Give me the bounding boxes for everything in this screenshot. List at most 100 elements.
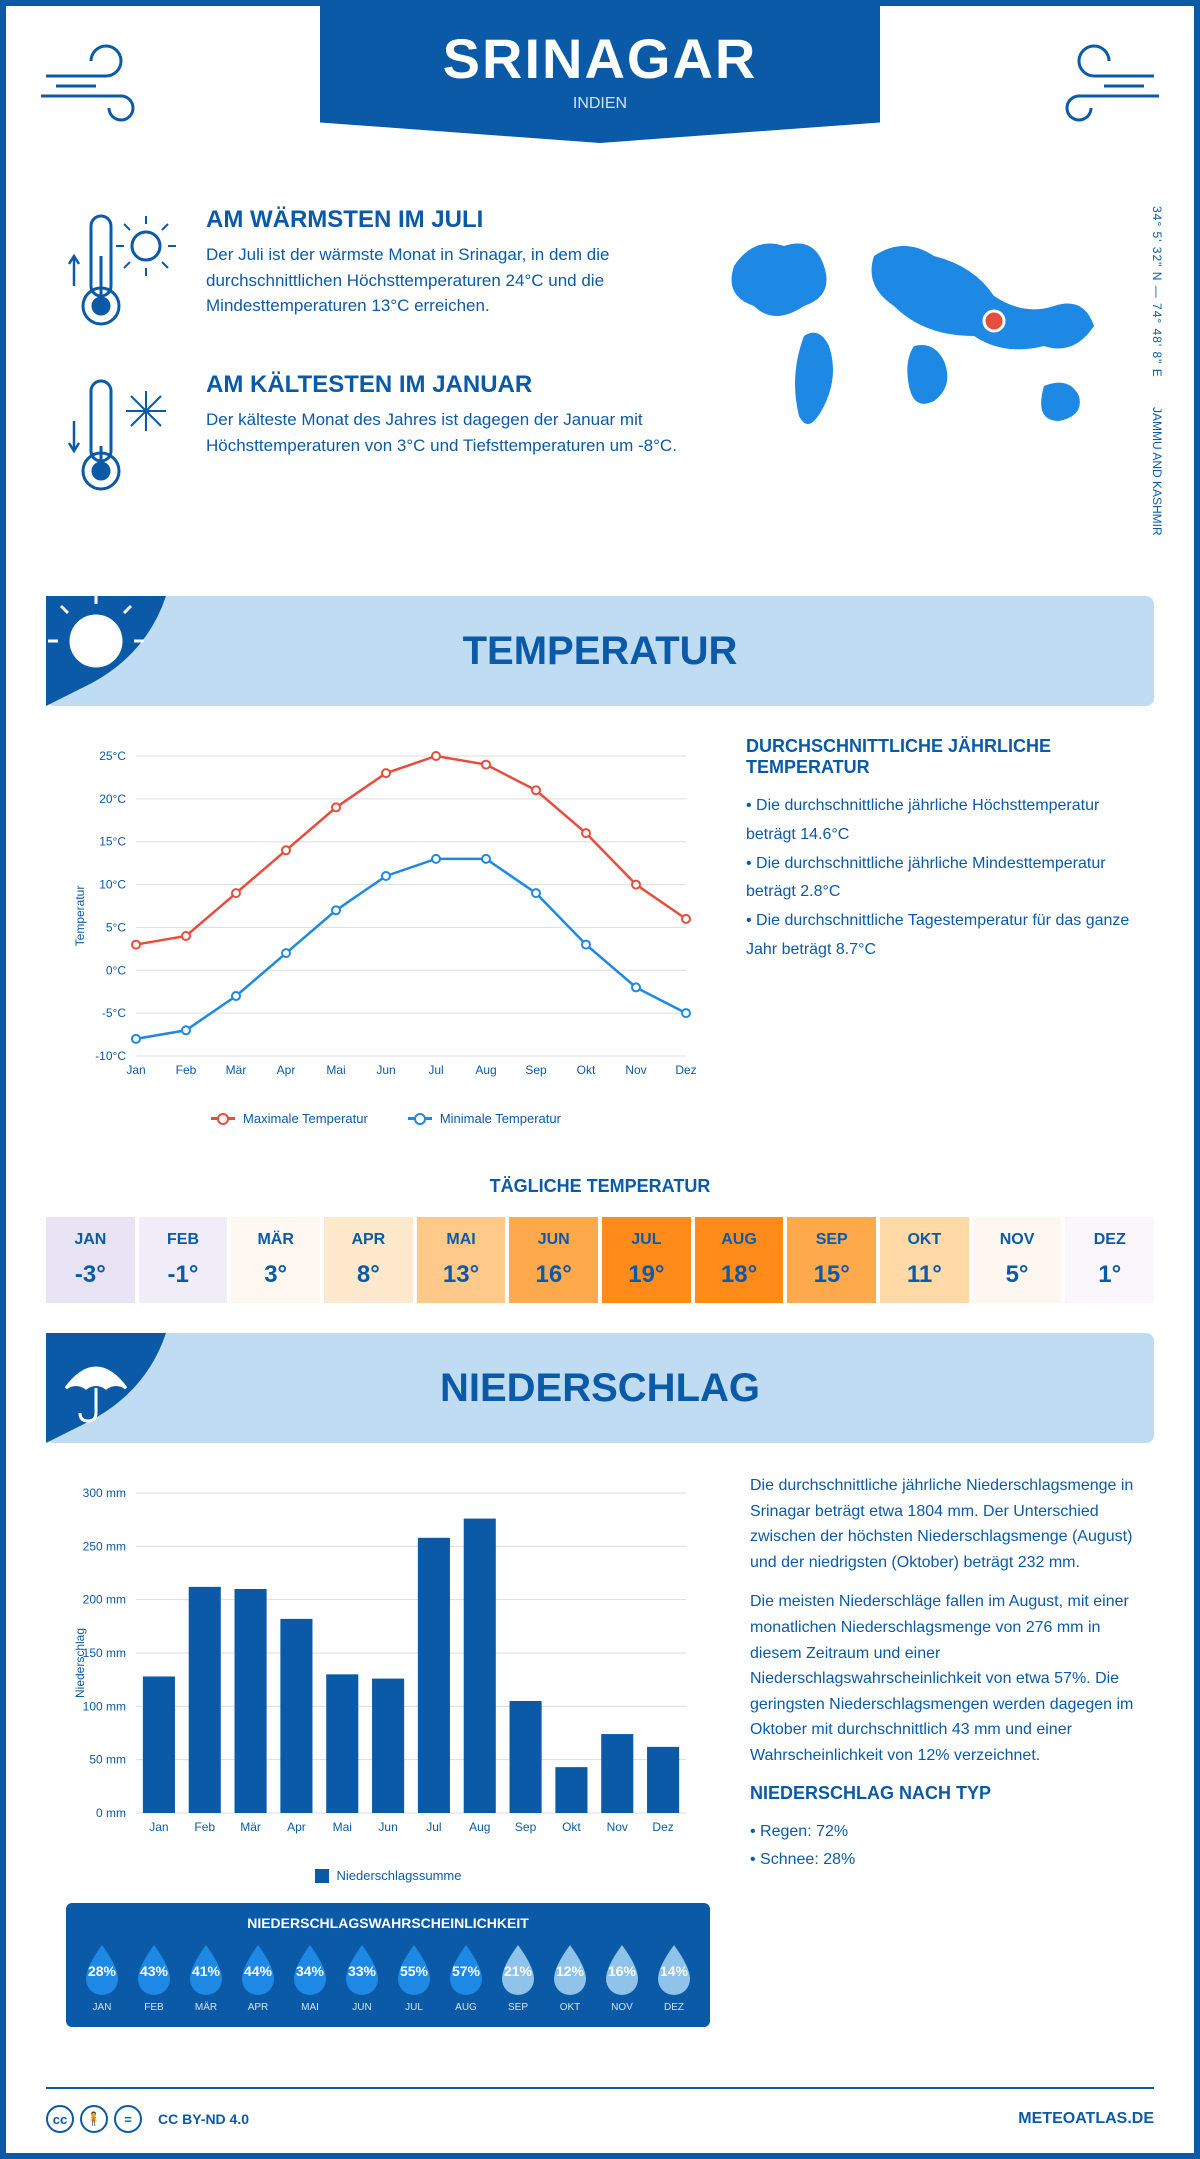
- wind-icon: [1024, 36, 1164, 141]
- thermometer-hot-icon: [66, 206, 186, 341]
- warmest-desc: Der Juli ist der wärmste Monat in Srinag…: [206, 242, 684, 319]
- daily-cell: DEZ1°: [1065, 1217, 1154, 1303]
- svg-text:Mär: Mär: [226, 1063, 247, 1077]
- prob-title: NIEDERSCHLAGSWAHRSCHEINLICHKEIT: [78, 1915, 698, 1931]
- svg-text:0 mm: 0 mm: [96, 1806, 126, 1820]
- svg-text:Jul: Jul: [426, 1820, 441, 1834]
- temp-stats-list: • Die durchschnittliche jährliche Höchst…: [746, 792, 1134, 965]
- probability-drop: 34%MAI: [286, 1941, 334, 1997]
- precip-row: 0 mm50 mm100 mm150 mm200 mm250 mm300 mmN…: [6, 1473, 1194, 2057]
- svg-text:Apr: Apr: [287, 1820, 306, 1834]
- probability-drop: 16%NOV: [598, 1941, 646, 1997]
- world-map: 34° 5' 32" N — 74° 48' 8" E JAMMU AND KA…: [714, 206, 1134, 536]
- precip-snow: • Schnee: 28%: [750, 1846, 1134, 1875]
- probability-drop: 44%APR: [234, 1941, 282, 1997]
- precip-p1: Die durchschnittliche jährliche Niedersc…: [750, 1473, 1134, 1575]
- precip-legend: Niederschlagssumme: [66, 1868, 710, 1883]
- svg-text:25°C: 25°C: [99, 749, 126, 763]
- precip-section-header: NIEDERSCHLAG: [46, 1333, 1154, 1443]
- probability-drop: 21%SEP: [494, 1941, 542, 1997]
- daily-cell: SEP15°: [787, 1217, 876, 1303]
- svg-text:Aug: Aug: [469, 1820, 490, 1834]
- probability-drop: 12%OKT: [546, 1941, 594, 1997]
- svg-text:10°C: 10°C: [99, 878, 126, 892]
- probability-drop: 14%DEZ: [650, 1941, 698, 1997]
- temperature-section-header: TEMPERATUR: [46, 596, 1154, 706]
- svg-text:Dez: Dez: [652, 1820, 673, 1834]
- svg-text:50 mm: 50 mm: [89, 1753, 126, 1767]
- precip-section-title: NIEDERSCHLAG: [440, 1366, 760, 1411]
- precip-type-title: NIEDERSCHLAG NACH TYP: [750, 1783, 1134, 1804]
- svg-text:Aug: Aug: [475, 1063, 496, 1077]
- header: SRINAGAR INDIEN: [6, 6, 1194, 206]
- prob-row: 28%JAN43%FEB41%MÄR44%APR34%MAI33%JUN55%J…: [78, 1941, 698, 1997]
- daily-cell: MAI13°: [417, 1217, 506, 1303]
- daily-cell: NOV5°: [973, 1217, 1062, 1303]
- coldest-block: AM KÄLTESTEN IM JANUAR Der kälteste Mona…: [66, 371, 684, 506]
- svg-text:100 mm: 100 mm: [83, 1699, 126, 1713]
- daily-cell: OKT11°: [880, 1217, 969, 1303]
- daily-cell: MÄR3°: [231, 1217, 320, 1303]
- precip-probability-box: NIEDERSCHLAGSWAHRSCHEINLICHKEIT 28%JAN43…: [66, 1903, 710, 2027]
- temperature-chart: -10°C-5°C0°C5°C10°C15°C20°C25°CTemperatu…: [66, 736, 706, 1126]
- coldest-title: AM KÄLTESTEN IM JANUAR: [206, 371, 684, 399]
- legend-min: Minimale Temperatur: [440, 1111, 561, 1126]
- svg-text:Feb: Feb: [194, 1820, 215, 1834]
- precip-chart: 0 mm50 mm100 mm150 mm200 mm250 mm300 mmN…: [66, 1473, 710, 2027]
- precip-rain: • Regen: 72%: [750, 1818, 1134, 1847]
- daily-cell: FEB-1°: [139, 1217, 228, 1303]
- svg-text:Mai: Mai: [333, 1820, 352, 1834]
- daily-cell: AUG18°: [695, 1217, 784, 1303]
- svg-text:Jan: Jan: [149, 1820, 168, 1834]
- svg-text:Jun: Jun: [378, 1820, 397, 1834]
- summary-text-col: AM WÄRMSTEN IM JULI Der Juli ist der wär…: [66, 206, 684, 536]
- svg-text:Okt: Okt: [577, 1063, 596, 1077]
- svg-text:Apr: Apr: [277, 1063, 296, 1077]
- temp-stats-title: DURCHSCHNITTLICHE JÄHRLICHE TEMPERATUR: [746, 736, 1134, 778]
- title-banner: SRINAGAR INDIEN: [320, 6, 880, 143]
- svg-text:Mär: Mär: [240, 1820, 261, 1834]
- svg-text:Okt: Okt: [562, 1820, 581, 1834]
- country-name: INDIEN: [320, 95, 880, 113]
- svg-text:Mai: Mai: [326, 1063, 345, 1077]
- daily-cell: JUL19°: [602, 1217, 691, 1303]
- svg-text:Jul: Jul: [428, 1063, 443, 1077]
- svg-text:Feb: Feb: [176, 1063, 197, 1077]
- warmest-text: AM WÄRMSTEN IM JULI Der Juli ist der wär…: [206, 206, 684, 341]
- umbrella-icon: [46, 1333, 186, 1443]
- coldest-text: AM KÄLTESTEN IM JANUAR Der kälteste Mona…: [206, 371, 684, 506]
- precip-text: Die durchschnittliche jährliche Niedersc…: [750, 1473, 1134, 2027]
- svg-text:Sep: Sep: [525, 1063, 547, 1077]
- precip-p2: Die meisten Niederschläge fallen im Augu…: [750, 1589, 1134, 1768]
- precip-legend-label: Niederschlagssumme: [337, 1868, 462, 1883]
- temp-stat-item: • Die durchschnittliche jährliche Höchst…: [746, 792, 1134, 850]
- svg-text:200 mm: 200 mm: [83, 1593, 126, 1607]
- wind-icon: [36, 36, 176, 141]
- svg-text:-10°C: -10°C: [95, 1049, 126, 1063]
- legend-max: Maximale Temperatur: [243, 1111, 368, 1126]
- svg-text:300 mm: 300 mm: [83, 1486, 126, 1500]
- daily-cell: JAN-3°: [46, 1217, 135, 1303]
- svg-text:Nov: Nov: [625, 1063, 646, 1077]
- footer: cc 🧍 = CC BY-ND 4.0 METEOATLAS.DE: [46, 2087, 1154, 2133]
- svg-text:Nov: Nov: [607, 1820, 628, 1834]
- probability-drop: 43%FEB: [130, 1941, 178, 1997]
- temp-stats: DURCHSCHNITTLICHE JÄHRLICHE TEMPERATUR •…: [746, 736, 1134, 1126]
- probability-drop: 33%JUN: [338, 1941, 386, 1997]
- warmest-title: AM WÄRMSTEN IM JULI: [206, 206, 684, 234]
- svg-text:5°C: 5°C: [106, 920, 126, 934]
- sun-icon: [46, 596, 186, 706]
- svg-text:250 mm: 250 mm: [83, 1539, 126, 1553]
- temp-legend: Maximale Temperatur Minimale Temperatur: [66, 1111, 706, 1126]
- svg-text:Niederschlag: Niederschlag: [73, 1628, 87, 1698]
- daily-temp-title: TÄGLICHE TEMPERATUR: [6, 1176, 1194, 1197]
- temperature-row: -10°C-5°C0°C5°C10°C15°C20°C25°CTemperatu…: [6, 736, 1194, 1156]
- svg-text:Jun: Jun: [376, 1063, 395, 1077]
- nd-icon: =: [114, 2105, 142, 2133]
- svg-text:-5°C: -5°C: [102, 1006, 126, 1020]
- license-block: cc 🧍 = CC BY-ND 4.0: [46, 2105, 249, 2133]
- infographic-page: SRINAGAR INDIEN AM WÄRMSTEN IM JULI Der …: [0, 0, 1200, 2159]
- temp-stat-item: • Die durchschnittliche jährliche Mindes…: [746, 850, 1134, 908]
- site-name: METEOATLAS.DE: [1018, 2110, 1154, 2128]
- probability-drop: 55%JUL: [390, 1941, 438, 1997]
